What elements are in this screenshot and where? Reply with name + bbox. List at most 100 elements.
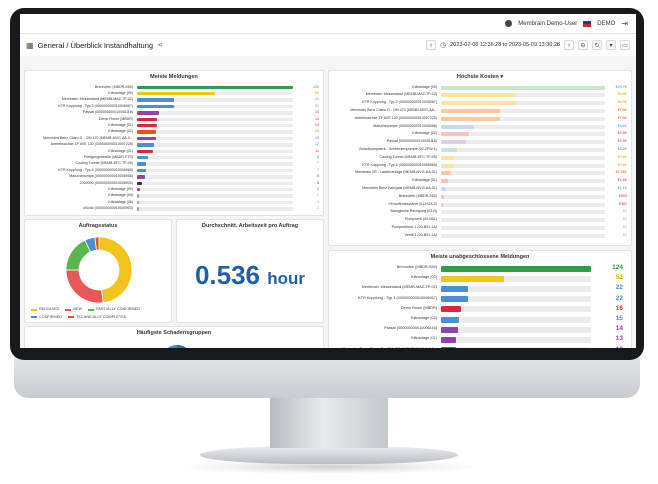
bar-row[interactable]: Fertigungsstraße (MBDR-FTS) 8: [25, 155, 323, 161]
donut-slice[interactable]: [98, 236, 133, 304]
bar-row[interactable]: Kläranlage (02) €4.6K: [329, 131, 631, 140]
time-back-button[interactable]: ‹: [426, 40, 437, 50]
bar-row[interactable]: Membrain: Messestand (MEMB-MAZ-TP-02) 22: [329, 284, 631, 295]
legend-item[interactable]: RELEASED: [31, 306, 59, 313]
bar-row[interactable]: Membrain: Messestand (MEMB-MAZ-TP-02) 21: [25, 97, 323, 104]
time-range-picker[interactable]: 2023-02-08 12:36:28 to 2023-05-09 13:36:…: [450, 42, 560, 48]
bar-row[interactable]: 2069000 (000000000010006900) 3: [25, 181, 323, 187]
bar-row[interactable]: Kläranlage (06) 1: [25, 200, 323, 206]
bar-row[interactable]: Passat (000000000010006116) €4.5K: [329, 139, 631, 148]
legend-item[interactable]: PARTIALLY CONFIRMED: [88, 306, 140, 313]
bar-track: [441, 101, 605, 106]
bar-row[interactable]: Demo Room (MBDR) 16: [329, 304, 631, 316]
bar-row[interactable]: Biologische Reinigung (03-B) €0: [329, 209, 631, 218]
bar-row[interactable]: Kläranlage (02) 13: [25, 129, 323, 136]
bar-value: €2.6K: [617, 162, 627, 167]
bar-row[interactable]: KTR Kupplung - Typ 3 (000000000010006967…: [329, 295, 631, 306]
flag-icon[interactable]: [583, 20, 592, 27]
bar-fill: [441, 179, 448, 184]
bar-row[interactable]: KTR Kupplung - Typ 3 (000000000010006967…: [25, 104, 323, 110]
bar-row[interactable]: Maischepumpe (000000000010006956) 6: [25, 174, 323, 181]
bar-row[interactable]: Antriebsachse ZF AVE 130 (00000000001000…: [25, 142, 323, 149]
panel-unabgeschlossen: Meiste unabgeschlossene Meldungen Brenno…: [328, 250, 632, 348]
bar-label: Passat (000000000010006116): [82, 110, 133, 115]
bar-row[interactable]: Kläranlage (04) 1: [25, 193, 323, 200]
language-label[interactable]: DEMO: [597, 20, 616, 27]
bar-track: [137, 123, 293, 128]
bar-row[interactable]: Demo Room (MBDR) 14: [25, 117, 323, 123]
bar-row[interactable]: Brennofen (MBDR-S50) 125: [25, 85, 323, 91]
clock-icon: ◷: [440, 42, 447, 49]
chevron-down-icon[interactable]: ▾: [500, 74, 504, 80]
bar-row[interactable]: Ventil 1 (00-B01-1A) €0: [329, 233, 631, 241]
bar-row[interactable]: Kläranlage (00) 54: [25, 91, 323, 97]
logout-icon[interactable]: ⇥: [621, 19, 628, 28]
bar-row[interactable]: Mercedes Benz Citaro G - OM 470 (MEMB-MV…: [329, 108, 631, 116]
bar-label: KTR Kupplung - Typ 3 (000000000010006967…: [358, 295, 437, 300]
bar-label: Kläranlage (00): [412, 84, 437, 89]
bar-fill: [441, 147, 458, 152]
bar-track: [441, 306, 591, 313]
donut-slice[interactable]: [65, 269, 104, 304]
legend-item[interactable]: CONFIRMED: [31, 314, 62, 321]
tv-mode-icon[interactable]: ▭: [620, 40, 630, 50]
donut-slice[interactable]: [94, 236, 100, 251]
bar-row[interactable]: Brennofen (MBDR-S50) 124: [329, 264, 631, 275]
bar-row[interactable]: oScillo (000000000010009903) 1: [25, 206, 323, 213]
bar-value: €0: [623, 224, 627, 229]
legend-item[interactable]: NEW: [65, 306, 82, 313]
bar-row[interactable]: Kläranlage (02) 15: [329, 315, 631, 326]
bar-row[interactable]: Antriebsachse ZF AVE 130 (00000000001000…: [329, 116, 631, 124]
bar-row[interactable]: Zulaufpumpwerk - Schneckenpumpe (02.ZPW-…: [329, 147, 631, 155]
bar-row[interactable]: Cooling Tunnel (MEMB-EFC-TP-05) €2.6K: [329, 155, 631, 163]
bar-fill: [137, 200, 139, 205]
bar-row[interactable]: Mercedes Benz Fahrgast (MEMB-MVG-AA-01) €…: [329, 186, 631, 194]
bar-row[interactable]: KTR Kupplung - Typ 4 (000000000010006965…: [25, 168, 323, 174]
refresh-icon[interactable]: ↻: [592, 40, 602, 50]
bar-row[interactable]: Kläranlage (00) 52: [329, 274, 631, 285]
bar-label: Brennofen (MBDR-S50): [398, 193, 437, 198]
bar-label: Cooling Tunnel (MEMB-EFC-TP-05): [75, 161, 133, 166]
bar-row[interactable]: Brennofen (MBDR-S50) €553: [329, 194, 631, 202]
bar-row[interactable]: Kläranlage (00) €29.7K: [329, 85, 631, 93]
donut-chart[interactable]: [25, 232, 172, 308]
bar-value: 15: [615, 315, 623, 322]
time-forward-button[interactable]: ›: [564, 40, 574, 50]
bar-row[interactable]: Mercedes Benz Citaro G - OM 470 (MEMB-MV…: [329, 346, 631, 348]
bar-row[interactable]: Passat (000000000010006116) 14: [329, 325, 631, 336]
dashboard-title[interactable]: General / Überblick Instandhaltung: [37, 40, 154, 50]
bar-value: 1: [317, 206, 319, 211]
bar-track: [441, 163, 605, 168]
bar-track: [441, 108, 605, 113]
bar-row[interactable]: Membrain: Messestand (MEMB-MAZ-TP-02) €8.…: [329, 92, 631, 101]
share-icon[interactable]: ⋖: [157, 42, 163, 49]
bar-row[interactable]: Membrain SF - Lackieranlage (MEMB-MVG-AA…: [329, 170, 631, 179]
bar-label: Kläranlage (02): [108, 129, 133, 134]
bar-row[interactable]: Pumpenblock 1 (00-B01-1A) €0: [329, 225, 631, 233]
bar-row[interactable]: Mercedes Benz Citaro G - OM 470 (MEMB-MV…: [25, 136, 323, 142]
refresh-interval-dropdown[interactable]: ▾: [606, 40, 616, 50]
bar-row[interactable]: KTR Kupplung - Typ 4 (000000000010006965…: [329, 163, 631, 171]
bar-fill: [441, 155, 455, 160]
zoom-out-icon[interactable]: ⊖: [578, 40, 588, 50]
user-name[interactable]: Membrain Demo-User: [518, 20, 578, 27]
bar-row[interactable]: Fernwärmesystem (01-HZA-0) €361: [329, 202, 631, 210]
bar-row[interactable]: Kläranlage (00) 2: [25, 187, 323, 193]
bar-row[interactable]: Kläranlage (01) 13: [329, 335, 631, 346]
monitor-base: [200, 446, 458, 464]
bar-row[interactable]: Passat (000000000010006116) 15: [25, 110, 323, 117]
bar-row[interactable]: Cooling Tunnel (MEMB-EFC-TP-05) 7: [25, 161, 323, 168]
bar-row[interactable]: Kläranlage (01) 14: [25, 123, 323, 129]
legend-label: TECHNICALLY COMPLETED: [76, 314, 127, 319]
legend-item[interactable]: TECHNICALLY COMPLETED: [68, 314, 127, 321]
bar-row[interactable]: Pumpwerk (00-B01) €0: [329, 217, 631, 226]
bar-value: 16: [615, 304, 623, 312]
bar-fill: [441, 326, 458, 333]
bar-row[interactable]: KTR Kupplung - Typ 3 (000000000010006967…: [329, 100, 631, 109]
bar-row[interactable]: Maischepumpe (000000000010006956) €5.6K: [329, 124, 631, 132]
bar-track: [137, 136, 293, 141]
bar-row[interactable]: Kläranlage (01) €1.4K: [329, 178, 631, 187]
bar-track: [441, 285, 591, 292]
bar-row[interactable]: Kläranlage (01) 11: [25, 149, 323, 155]
